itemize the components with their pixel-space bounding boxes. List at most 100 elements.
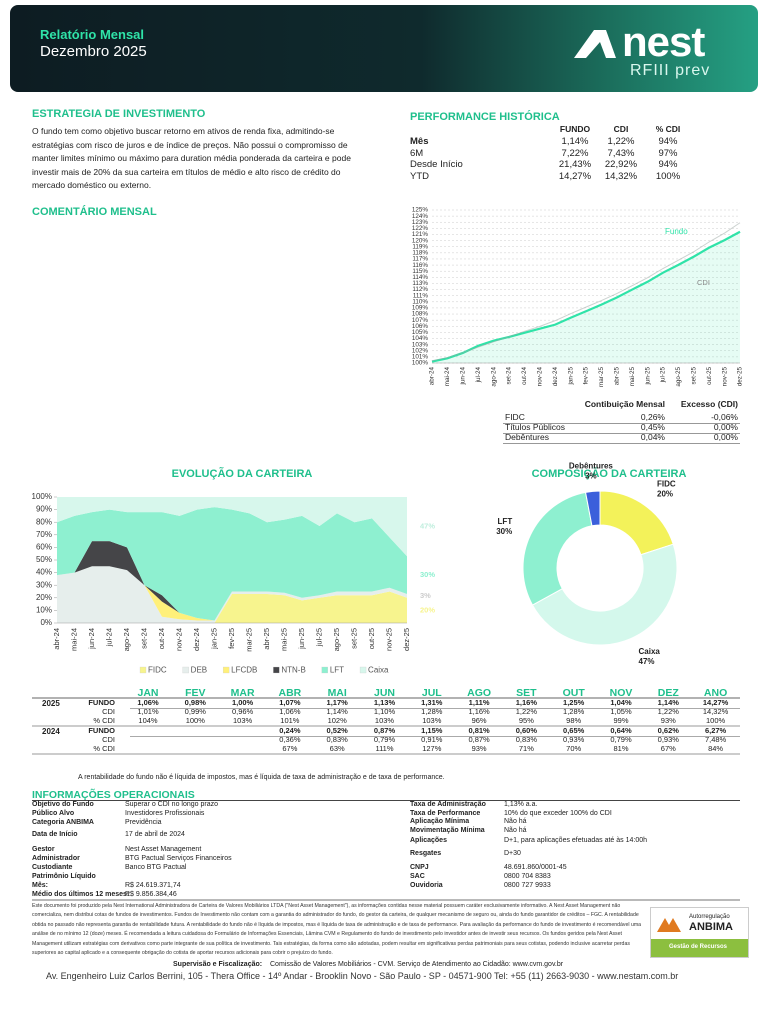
y-tick-label: 20% xyxy=(36,593,52,602)
supervision-label: Supervisão e Fiscalização: xyxy=(173,961,263,968)
table-cell: 1,04% xyxy=(610,698,632,707)
table-cell: 0,79% xyxy=(610,735,632,745)
table-cell: 0,87% xyxy=(373,726,396,735)
table-cell: 81% xyxy=(613,744,629,754)
month-header: OUT xyxy=(562,687,585,699)
x-tick-label: set-25 xyxy=(349,628,358,649)
legend-swatch xyxy=(321,666,328,674)
y-tick-label: 116% xyxy=(412,262,428,269)
info-value: Não há xyxy=(504,818,527,825)
table-cell: 102% xyxy=(327,716,347,726)
table-cell: 0,62% xyxy=(657,726,679,735)
month-header: MAI xyxy=(327,687,347,699)
section-heading: COMENTÁRIO MENSAL xyxy=(32,206,157,218)
info-value: 1,13% a.a. xyxy=(504,801,538,808)
x-tick-label: out-24 xyxy=(157,628,166,649)
table-cell: 1,28% xyxy=(563,707,585,717)
slice-label: Caixa xyxy=(639,647,661,656)
table-cell: 84% xyxy=(708,744,724,754)
table-cell: 0,26% xyxy=(640,412,665,422)
table-cell: 0,79% xyxy=(373,735,396,745)
y-tick-label: 100% xyxy=(412,360,429,367)
info-label: Gestor xyxy=(32,846,55,853)
table-header: Excesso (CDI) xyxy=(680,399,738,409)
table-cell: 97% xyxy=(658,147,678,159)
row-label: Títulos Públicos xyxy=(505,422,565,432)
info-label: Aplicação Mínima xyxy=(410,818,470,825)
info-label: Patrimônio Líquido xyxy=(32,873,96,880)
chart-title: COMPOSIÇÃO DA CARTEIRA xyxy=(532,467,687,480)
table-cell: 14,27% xyxy=(558,170,592,182)
x-tick-label: dez-25 xyxy=(737,367,744,387)
table-header: CDI xyxy=(613,124,629,134)
x-tick-label: mai-24 xyxy=(69,628,78,651)
table-cell: 111% xyxy=(375,744,394,754)
row-label: CDI xyxy=(102,707,115,717)
month-header: NOV xyxy=(609,687,633,699)
table-cell: 0,52% xyxy=(326,726,348,735)
table-cell: 1,10% xyxy=(373,707,396,717)
slice-value: 30% xyxy=(496,527,512,536)
badge-strip xyxy=(651,939,748,957)
x-tick-label: mai-25 xyxy=(629,367,636,387)
x-tick-label: set-24 xyxy=(506,367,513,385)
y-tick-label: 124% xyxy=(412,213,429,220)
series-line xyxy=(431,222,741,362)
y-tick-label: 113% xyxy=(412,280,428,287)
info-label: Mês: xyxy=(32,882,48,889)
x-tick-label: jan-25 xyxy=(567,367,574,386)
y-tick-label: 107% xyxy=(412,317,429,324)
table-cell: 0,98% xyxy=(184,698,206,707)
row-label: Debêntures xyxy=(505,432,549,442)
info-label: SAC xyxy=(410,873,425,880)
table-cell: 1,14% xyxy=(326,707,348,717)
table-cell: 0,04% xyxy=(640,432,665,442)
table-cell: 22,92% xyxy=(604,159,638,170)
legend-label: DEB xyxy=(191,666,207,675)
area-segment xyxy=(57,591,407,623)
row-label: FUNDO xyxy=(88,698,115,707)
area-fill xyxy=(432,231,740,363)
donut-slice xyxy=(531,543,678,646)
x-tick-label: ago-24 xyxy=(122,628,131,651)
info-label: Aplicações xyxy=(410,837,447,844)
x-tick-label: mar-25 xyxy=(244,628,253,652)
donut-slice xyxy=(522,491,593,606)
x-tick-label: abr-24 xyxy=(429,367,436,386)
y-tick-label: 121% xyxy=(412,231,429,238)
report-title: Relatório Mensal xyxy=(40,27,145,42)
x-tick-label: set-24 xyxy=(139,628,148,649)
legend-label: FIDC xyxy=(148,666,167,675)
table-cell: 99% xyxy=(613,716,629,726)
note: A rentabilidade do fundo não é líquida d… xyxy=(78,774,445,781)
slice-label: LFT xyxy=(498,517,513,526)
x-tick-label: jul-25 xyxy=(660,367,667,384)
info-value: Investidores Profissionais xyxy=(125,810,205,817)
legend-label: LFCDB xyxy=(231,666,257,675)
table-cell: 14,32% xyxy=(702,707,729,717)
row-label: Desde Início xyxy=(410,159,463,170)
x-tick-label: mai-24 xyxy=(444,367,451,387)
series-label: Fundo xyxy=(665,227,688,236)
table-cell: 0,00% xyxy=(713,422,738,432)
y-tick-label: 80% xyxy=(36,517,52,526)
brand-sub: RFIII prev xyxy=(630,62,711,79)
month-header: JUN xyxy=(373,687,395,699)
table-cell: 1,14% xyxy=(561,136,589,147)
table-cell: 1,15% xyxy=(421,726,443,735)
table-cell: -0,06% xyxy=(711,412,738,422)
x-tick-label: ago-24 xyxy=(490,367,497,387)
y-tick-label: 120% xyxy=(412,237,429,244)
y-tick-label: 90% xyxy=(36,505,52,514)
table-header: Contibuição Mensal xyxy=(584,399,665,409)
info-value: Previdência xyxy=(125,819,162,826)
rule xyxy=(32,800,740,801)
table-cell: 0,65% xyxy=(563,726,585,735)
strategy-text: O fundo tem como objetivo buscar retorno… xyxy=(32,126,351,190)
table-cell: 100% xyxy=(185,716,205,726)
info-label: Movimentação Mínima xyxy=(410,827,485,834)
table-cell: 96% xyxy=(471,716,487,726)
x-tick-label: set-25 xyxy=(690,367,697,385)
table-cell: 93% xyxy=(660,716,676,726)
